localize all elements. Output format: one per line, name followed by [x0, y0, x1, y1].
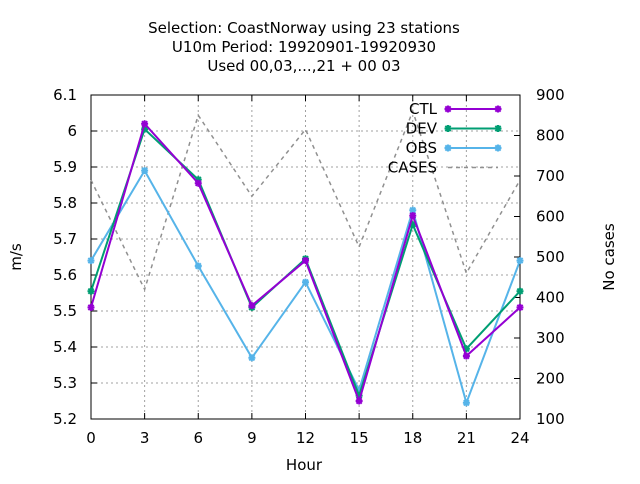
data-point-obs — [302, 278, 309, 286]
data-point-obs — [516, 257, 524, 265]
x-tick-label: 21 — [457, 429, 476, 447]
legend-label-obs: OBS — [406, 139, 437, 157]
y2-tick-label: 500 — [536, 248, 565, 266]
legend-marker-ctl — [444, 105, 452, 113]
x-tick-label: 24 — [510, 429, 529, 447]
y-tick-label: 5.4 — [53, 338, 77, 356]
y-tick-label: 5.5 — [53, 302, 77, 320]
data-point-obs — [194, 262, 202, 270]
y2-tick-label: 300 — [536, 329, 565, 347]
data-point-obs — [248, 354, 256, 362]
y-tick-label: 5.9 — [53, 158, 77, 176]
y2-tick-label: 100 — [536, 410, 565, 428]
y2-tick-label: 400 — [536, 289, 565, 307]
data-point-ctl — [302, 257, 309, 265]
plot-frame — [90, 94, 521, 420]
x-tick-label: 18 — [403, 429, 422, 447]
data-point-ctl — [409, 212, 417, 220]
y2-tick-label: 900 — [536, 86, 565, 104]
data-point-ctl — [87, 303, 95, 311]
title-line-3: Used 00,03,...,21 + 00 03 — [207, 57, 400, 75]
x-tick-label: 0 — [86, 429, 96, 447]
x-tick-label: 6 — [193, 429, 203, 447]
chart-title: Selection: CoastNorway using 23 stations… — [148, 19, 460, 75]
data-point-dev — [87, 287, 95, 295]
title-line-2: U10m Period: 19920901-19920930 — [172, 38, 436, 56]
legend-marker-dev — [444, 125, 452, 132]
x-tick-label: 3 — [140, 429, 150, 447]
legend-label-cases: CASES — [388, 159, 437, 177]
y-axis-label: m/s — [7, 243, 25, 271]
data-point-ctl — [141, 120, 149, 128]
data-point-ctl — [194, 179, 202, 187]
data-point-obs — [87, 257, 95, 265]
axes: 0 3 6 9 12 15 18 21 24 5.2 5.3 5.4 5.5 5.6 5.7 5.8 5.9 6 6… — [53, 86, 565, 447]
x-tick-label: 9 — [247, 429, 257, 447]
data-point-ctl — [248, 302, 256, 310]
data-point-obs — [141, 167, 149, 175]
series-layer — [87, 109, 524, 407]
title-line-1: Selection: CoastNorway using 23 stations — [148, 19, 460, 37]
y-tick-label: 5.3 — [53, 374, 77, 392]
legend-marker-dev — [494, 125, 502, 132]
x-tick-label: 15 — [350, 429, 369, 447]
y-tick-label: 6.1 — [53, 86, 77, 104]
y-tick-label: 5.7 — [53, 230, 77, 248]
legend-marker-obs — [444, 144, 452, 152]
legend-label-ctl: CTL — [409, 100, 438, 118]
y2-axis-label: No cases — [600, 223, 618, 291]
y-tick-label: 5.8 — [53, 194, 77, 212]
y-tick-label: 6 — [67, 122, 77, 140]
series-line-cases — [90, 109, 521, 292]
y2-tick-label: 600 — [536, 208, 565, 226]
x-tick-label: 12 — [296, 429, 315, 447]
data-point-ctl — [355, 397, 363, 405]
data-point-obs — [462, 399, 470, 407]
x-axis-label: Hour — [286, 456, 323, 474]
data-point-dev — [516, 287, 524, 295]
y2-tick-label: 200 — [536, 370, 565, 388]
legend-marker-ctl — [494, 105, 502, 113]
y2-tick-label: 700 — [536, 167, 565, 185]
legend-marker-obs — [494, 144, 502, 152]
legend-label-dev: DEV — [406, 120, 438, 138]
data-point-ctl — [462, 352, 470, 360]
data-point-ctl — [516, 303, 524, 311]
y-tick-label: 5.6 — [53, 266, 77, 284]
y-tick-label: 5.2 — [53, 410, 77, 428]
y2-tick-label: 800 — [536, 127, 565, 145]
